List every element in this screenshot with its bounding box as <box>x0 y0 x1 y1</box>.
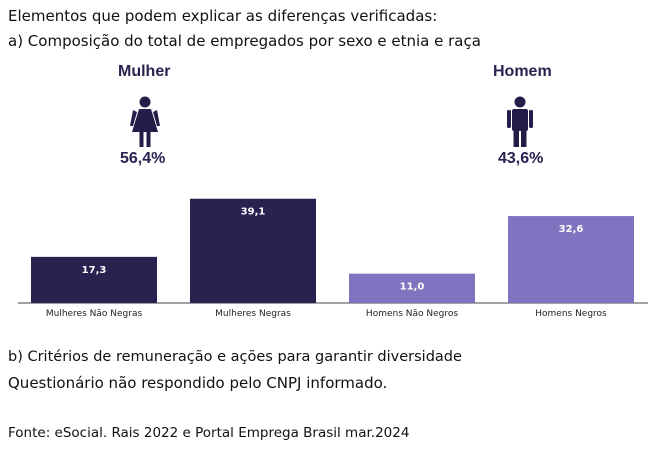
questionnaire-note: Questionário não respondido pelo CNPJ in… <box>8 374 388 392</box>
source-note: Fonte: eSocial. Rais 2022 e Portal Empre… <box>8 425 410 441</box>
male-percent: 43,6% <box>498 150 544 167</box>
bar <box>349 273 475 303</box>
category-label: Homens Não Negros <box>366 309 458 319</box>
page-heading: Elementos que podem explicar as diferenç… <box>8 7 438 25</box>
category-label: Mulheres Negras <box>215 309 291 319</box>
female-percent: 56,4% <box>120 150 166 167</box>
bar-value-label: 39,1 <box>241 207 266 218</box>
bar-value-label: 32,6 <box>559 224 584 235</box>
bar-value-label: 17,3 <box>82 265 107 276</box>
female-label: Mulher <box>118 63 171 80</box>
bar <box>190 198 316 303</box>
woman-icon <box>130 96 160 147</box>
male-label: Homem <box>493 63 552 80</box>
category-label: Homens Negros <box>535 309 607 319</box>
section-a-title: a) Composição do total de empregados por… <box>8 32 481 50</box>
bar-value-label: 11,0 <box>400 282 425 293</box>
category-label: Mulheres Não Negras <box>46 309 143 319</box>
section-b-title: b) Critérios de remuneração e ações para… <box>8 349 462 365</box>
bar <box>508 216 634 303</box>
bar <box>31 256 157 303</box>
man-icon <box>507 96 533 147</box>
bar-chart: 17,3 Mulheres Não Negras 39,1 Mulheres Negr… <box>18 198 648 319</box>
